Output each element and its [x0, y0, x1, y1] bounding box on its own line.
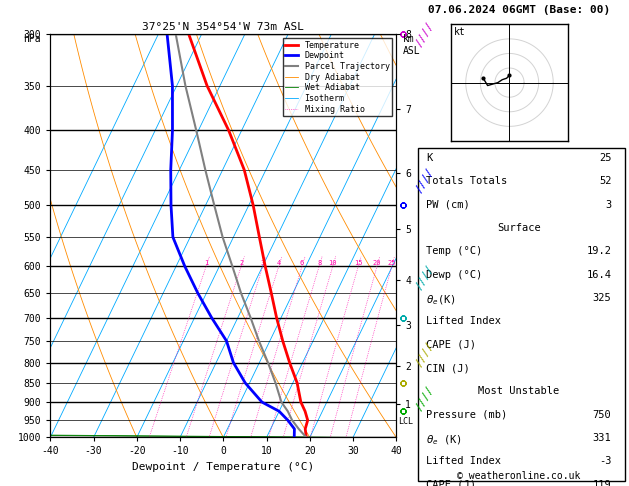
Text: Lifted Index: Lifted Index	[426, 456, 501, 467]
Text: CIN (J): CIN (J)	[426, 363, 470, 373]
Text: Totals Totals: Totals Totals	[426, 176, 508, 187]
Text: ////: ////	[413, 263, 435, 291]
Text: 6: 6	[300, 260, 304, 266]
Text: 2: 2	[239, 260, 243, 266]
Text: Dewp (°C): Dewp (°C)	[426, 270, 482, 280]
Text: 07.06.2024 06GMT (Base: 00): 07.06.2024 06GMT (Base: 00)	[428, 5, 610, 15]
Text: ////: ////	[413, 20, 435, 48]
Text: ////: ////	[413, 166, 435, 194]
Text: Surface: Surface	[497, 223, 541, 233]
Text: ////: ////	[413, 341, 435, 369]
Text: 20: 20	[373, 260, 381, 266]
Text: 19.2: 19.2	[586, 246, 611, 257]
Text: CAPE (J): CAPE (J)	[426, 340, 476, 350]
Text: CAPE (J): CAPE (J)	[426, 480, 476, 486]
Text: K: K	[426, 153, 433, 163]
Text: 52: 52	[599, 176, 611, 187]
Text: ////: ////	[413, 384, 435, 413]
Text: 10: 10	[328, 260, 337, 266]
Text: $\theta_e$ (K): $\theta_e$ (K)	[426, 433, 462, 447]
Text: kt: kt	[454, 27, 465, 36]
Text: 119: 119	[593, 480, 611, 486]
Text: Temp (°C): Temp (°C)	[426, 246, 482, 257]
Text: $\theta_e$(K): $\theta_e$(K)	[426, 293, 456, 307]
Text: 8: 8	[317, 260, 321, 266]
FancyBboxPatch shape	[418, 148, 625, 481]
Text: km
ASL: km ASL	[403, 34, 421, 55]
Text: 16.4: 16.4	[586, 270, 611, 280]
Text: -3: -3	[599, 456, 611, 467]
Text: © weatheronline.co.uk: © weatheronline.co.uk	[457, 471, 581, 481]
Text: 3: 3	[261, 260, 265, 266]
Text: PW (cm): PW (cm)	[426, 200, 470, 210]
Text: Lifted Index: Lifted Index	[426, 316, 501, 327]
Text: 25: 25	[599, 153, 611, 163]
Text: LCL: LCL	[398, 417, 413, 426]
Text: Pressure (mb): Pressure (mb)	[426, 410, 508, 420]
Text: 25: 25	[387, 260, 396, 266]
Text: Most Unstable: Most Unstable	[478, 386, 560, 397]
Text: 1: 1	[204, 260, 208, 266]
Text: 4: 4	[277, 260, 281, 266]
Legend: Temperature, Dewpoint, Parcel Trajectory, Dry Adiabat, Wet Adiabat, Isotherm, Mi: Temperature, Dewpoint, Parcel Trajectory…	[283, 38, 392, 116]
Text: 331: 331	[593, 433, 611, 443]
Text: 325: 325	[593, 293, 611, 303]
X-axis label: Dewpoint / Temperature (°C): Dewpoint / Temperature (°C)	[132, 462, 314, 472]
Text: 3: 3	[605, 200, 611, 210]
Title: 37°25'N 354°54'W 73m ASL: 37°25'N 354°54'W 73m ASL	[142, 22, 304, 32]
Text: hPa: hPa	[23, 34, 40, 44]
Text: 15: 15	[354, 260, 362, 266]
Text: 750: 750	[593, 410, 611, 420]
